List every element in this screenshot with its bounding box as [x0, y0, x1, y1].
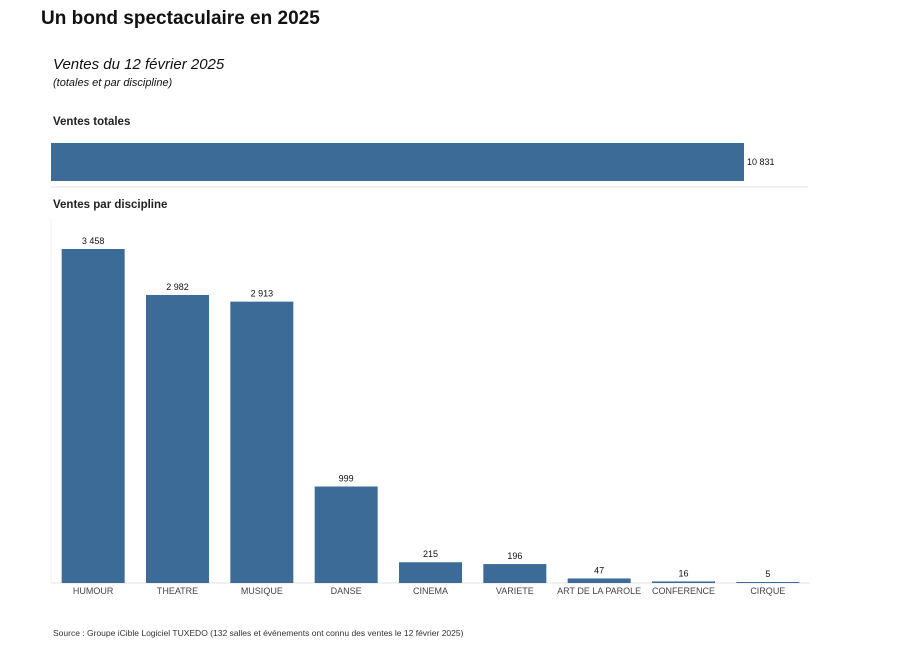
discipline-bar — [652, 581, 715, 583]
discipline-category-label: HUMOUR — [73, 586, 114, 596]
discipline-bar-value-label: 196 — [507, 551, 522, 561]
discipline-bar — [61, 249, 125, 583]
discipline-bar-value-label: 215 — [423, 549, 438, 559]
chart-subtitle-note: (totales et par discipline) — [53, 77, 173, 89]
total-bar-value-label: 10 831 — [747, 157, 775, 167]
total-bar — [51, 143, 744, 181]
discipline-bar-value-label: 2 982 — [166, 282, 189, 292]
discipline-bar-value-label: 5 — [765, 569, 770, 579]
discipline-category-label: MUSIQUE — [241, 586, 283, 596]
total-sales-label: Ventes totales — [53, 116, 131, 128]
discipline-bar-value-label: 999 — [339, 474, 354, 484]
discipline-bar-value-label: 2 913 — [251, 289, 274, 299]
discipline-bar-value-label: 16 — [678, 568, 688, 578]
discipline-category-label: CINEMA — [413, 586, 448, 596]
discipline-category-label: CONFERENCE — [652, 586, 715, 596]
total-sales-chart: 10 831 — [51, 143, 808, 188]
discipline-bar — [736, 582, 800, 583]
discipline-category-label: VARIETE — [496, 586, 534, 596]
discipline-bar — [146, 294, 209, 583]
discipline-sales-label: Ventes par discipline — [53, 199, 168, 211]
chart-subtitle: Ventes du 12 février 2025 — [53, 56, 225, 73]
discipline-bar-value-label: 47 — [594, 565, 604, 575]
source-note: Source : Groupe iCible Logiciel TUXEDO (… — [53, 628, 464, 638]
discipline-bar — [567, 578, 631, 583]
discipline-category-label: THEATRE — [157, 586, 198, 596]
discipline-bar-value-label: 3 458 — [82, 236, 105, 246]
main-title: Un bond spectaculaire en 2025 — [41, 8, 320, 29]
discipline-bar — [483, 564, 547, 583]
discipline-bar — [230, 301, 294, 583]
discipline-category-label: ART DE LA PAROLE — [557, 586, 641, 596]
discipline-bar — [314, 486, 378, 583]
discipline-category-label: DANSE — [331, 586, 362, 596]
discipline-sales-chart: 3 458 HUMOUR 2 982 THEATRE 2 913 MUSIQUE 999 DA… — [50, 218, 810, 596]
discipline-bar — [399, 562, 462, 583]
discipline-category-label: CIRQUE — [750, 586, 785, 596]
